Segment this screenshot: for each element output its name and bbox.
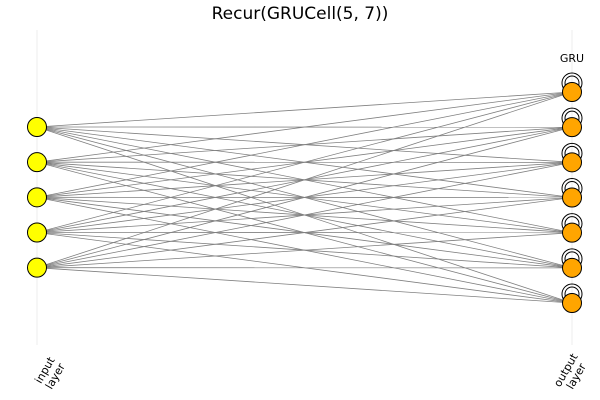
input-node-1 — [27, 117, 47, 137]
connection-5-2 — [36, 126, 573, 269]
output-node-4 — [562, 187, 582, 208]
output-node-3 — [562, 152, 582, 173]
connection-5-4 — [36, 197, 573, 269]
connection-5-7 — [36, 267, 573, 304]
connection-3-1 — [36, 91, 573, 198]
connection-1-1 — [36, 91, 573, 128]
connection-5-5 — [36, 232, 573, 269]
output-node-7 — [562, 293, 582, 313]
connection-5-3 — [36, 161, 573, 269]
gru-label: GRU — [560, 52, 584, 65]
input-node-2 — [27, 152, 47, 173]
input-node-5 — [27, 257, 47, 278]
output-node-1 — [562, 82, 582, 102]
output-node-2 — [562, 117, 582, 138]
nodes — [27, 82, 582, 313]
output-node-6 — [562, 257, 582, 278]
input-node-4 — [27, 222, 47, 243]
connections — [36, 91, 573, 304]
connection-5-1 — [36, 91, 573, 269]
input-node-3 — [27, 187, 47, 208]
output-node-5 — [562, 222, 582, 243]
connection-4-1 — [36, 91, 573, 233]
diagram-title: Recur(GRUCell(5, 7)) — [212, 4, 389, 24]
input-layer-label: input layer — [32, 354, 68, 391]
connection-2-1 — [36, 91, 573, 163]
output-layer-label: output layer — [551, 351, 589, 392]
